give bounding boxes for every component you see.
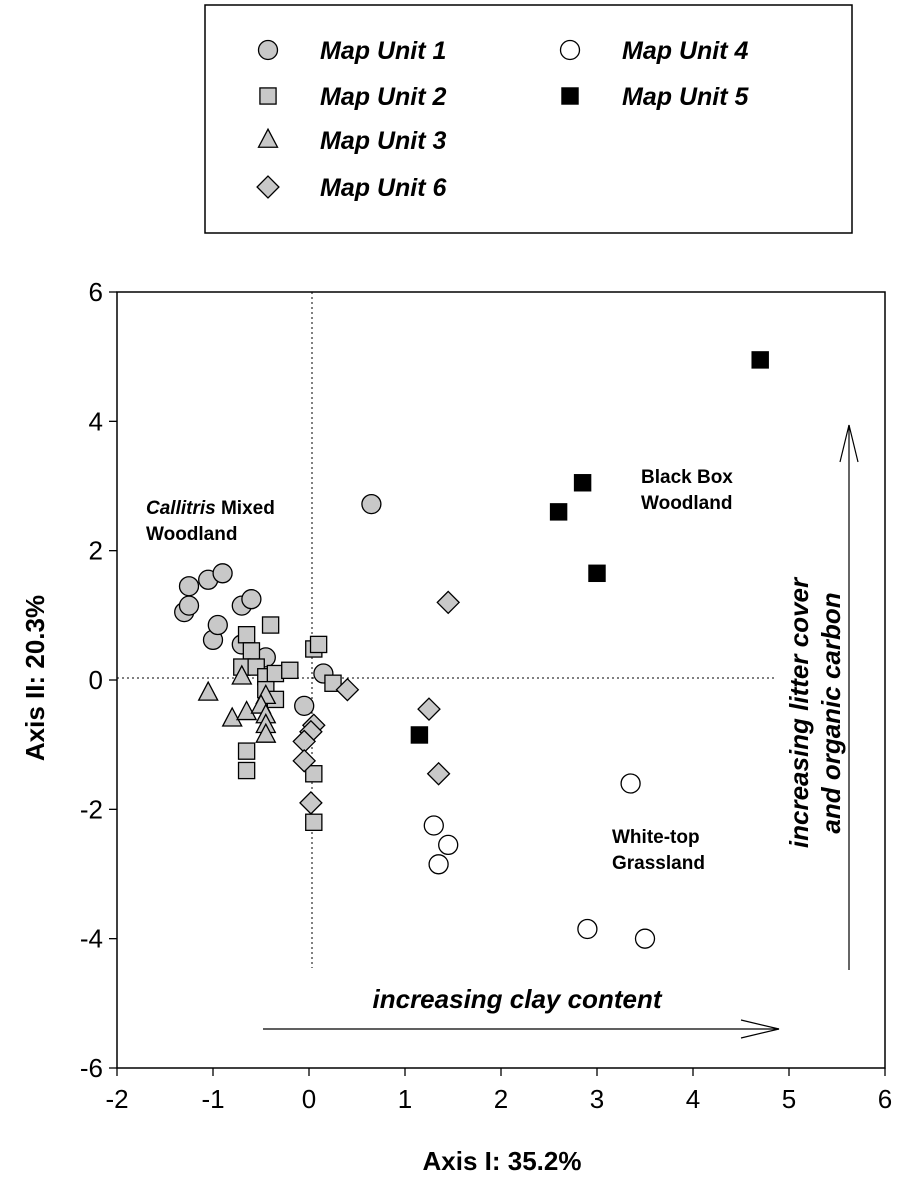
data-point: [266, 664, 285, 683]
plot-frame: [116, 291, 886, 1069]
data-point: [255, 722, 277, 743]
legend-marker: [256, 175, 280, 199]
data-point: [261, 616, 280, 634]
legend-marker: [559, 39, 581, 61]
callitris-italic: Callitris: [146, 498, 216, 519]
litter-arrow-label-line1: increasing litter cover: [784, 576, 814, 848]
x-tick-label: 2: [494, 1084, 508, 1114]
data-point: [197, 680, 219, 701]
data-point: [178, 576, 200, 597]
x-tick-label: 3: [590, 1084, 604, 1114]
y-tick-label: 0: [89, 665, 103, 695]
x-axis-title: Axis I: 35.2%: [423, 1146, 582, 1176]
data-points: [174, 351, 769, 949]
data-point: [242, 642, 261, 660]
data-point: [361, 493, 382, 515]
data-point: [751, 351, 769, 369]
data-point: [428, 854, 449, 875]
legend-items: Map Unit 1 Map Unit 2 Map Unit 3 Map Unit 6…: [256, 37, 749, 202]
data-point: [294, 695, 315, 717]
data-point: [305, 813, 323, 831]
x-axis-ticks: -2 -1 0 1 2 3 4 5 6: [105, 1068, 892, 1114]
data-point: [573, 474, 592, 492]
y-tick-label: -4: [80, 924, 103, 954]
data-point: [426, 761, 451, 786]
data-point: [237, 626, 256, 644]
data-point: [410, 726, 429, 744]
data-point: [309, 635, 328, 654]
data-point: [292, 748, 317, 773]
callitris-rest: Mixed: [216, 498, 275, 519]
clay-arrow-label: increasing clay content: [373, 984, 663, 1014]
x-tick-label: 0: [302, 1084, 316, 1114]
legend-label: Map Unit 5: [622, 83, 749, 111]
data-point: [438, 834, 459, 856]
data-point: [335, 677, 360, 702]
data-point: [237, 742, 256, 760]
legend-label: Map Unit 1: [320, 37, 446, 65]
data-point: [212, 563, 233, 584]
x-tick-label: 5: [782, 1084, 796, 1114]
x-tick-label: 6: [878, 1084, 892, 1114]
y-axis-title: Axis II: 20.3%: [20, 595, 50, 761]
data-point: [241, 589, 262, 610]
data-point: [423, 815, 444, 836]
legend-label: Map Unit 2: [320, 83, 446, 111]
data-point: [549, 503, 568, 521]
legend-marker: [257, 127, 279, 148]
legend-frame: [204, 4, 853, 234]
legend-marker: [561, 87, 579, 105]
data-point: [207, 614, 228, 636]
data-point: [178, 595, 200, 616]
data-point: [236, 700, 258, 721]
data-point: [324, 674, 342, 692]
blackbox-label-line1: Black Box: [641, 467, 733, 488]
callitris-label: Callitris Mixed: [146, 498, 275, 519]
legend-label: Map Unit 4: [622, 37, 748, 65]
x-tick-label: -1: [201, 1084, 224, 1114]
legend-marker: [259, 87, 277, 105]
y-tick-label: 2: [89, 536, 103, 566]
data-point: [221, 706, 243, 727]
legend: Map Unit 1 Map Unit 2 Map Unit 3 Map Unit 6…: [204, 4, 853, 234]
data-point: [281, 661, 299, 680]
y-axis-ticks: -6 -4 -2 0 2 4 6: [80, 277, 117, 1083]
whitetop-label-line1: White-top: [612, 827, 700, 848]
whitetop-label-line2: Grassland: [612, 853, 705, 874]
blackbox-label-line2: Woodland: [641, 493, 732, 514]
y-tick-label: 6: [89, 277, 103, 307]
legend-label: Map Unit 3: [320, 127, 446, 155]
litter-arrow: [839, 424, 859, 970]
data-point: [620, 773, 641, 794]
data-point: [588, 564, 606, 583]
data-point: [577, 918, 598, 940]
x-tick-label: -2: [105, 1084, 128, 1114]
data-point: [305, 765, 323, 783]
x-tick-label: 1: [398, 1084, 412, 1114]
data-point: [634, 928, 656, 949]
data-point: [237, 761, 256, 780]
x-tick-label: 4: [686, 1084, 700, 1114]
data-point: [417, 697, 441, 721]
y-tick-label: -6: [80, 1053, 103, 1083]
y-tick-label: 4: [89, 406, 103, 436]
y-tick-label: -2: [80, 794, 103, 824]
data-point: [436, 590, 461, 615]
callitris-label-line2: Woodland: [146, 524, 237, 545]
litter-arrow-label-line2: and organic carbon: [816, 592, 846, 833]
clay-arrow: [263, 1019, 780, 1039]
legend-marker: [257, 39, 279, 61]
data-point: [299, 791, 323, 815]
data-point: [231, 664, 253, 685]
legend-label: Map Unit 6: [320, 174, 447, 202]
